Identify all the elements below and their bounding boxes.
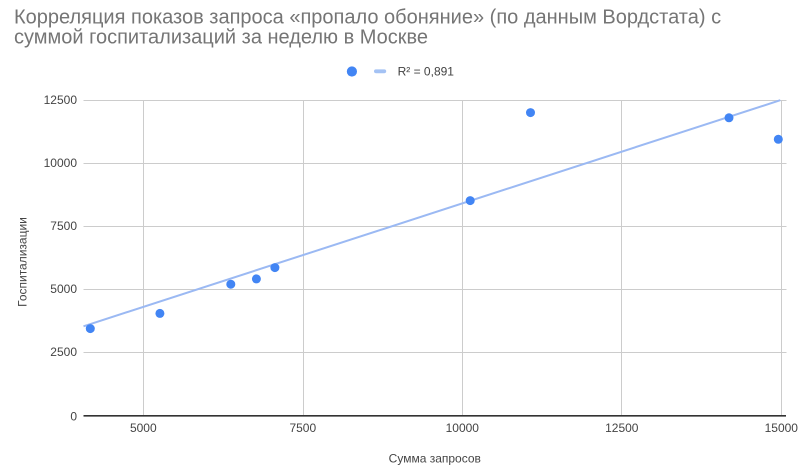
- svg-text:0: 0: [70, 409, 77, 423]
- svg-text:10000: 10000: [44, 156, 78, 170]
- svg-text:10000: 10000: [446, 421, 480, 435]
- svg-text:7500: 7500: [289, 421, 316, 435]
- svg-text:12500: 12500: [605, 421, 639, 435]
- svg-text:Корреляция показов запроса «пр: Корреляция показов запроса «пропало обон…: [14, 6, 721, 28]
- svg-text:Сумма запросов: Сумма запросов: [389, 452, 481, 466]
- svg-text:12500: 12500: [44, 93, 78, 107]
- svg-text:7500: 7500: [50, 219, 77, 233]
- svg-text:R² = 0,891: R² = 0,891: [398, 64, 455, 78]
- svg-text:5000: 5000: [130, 421, 157, 435]
- svg-text:15000: 15000: [765, 421, 799, 435]
- svg-text:суммой госпитализаций за недел: суммой госпитализаций за неделю в Москве: [14, 27, 428, 49]
- svg-text:5000: 5000: [50, 282, 77, 296]
- svg-text:2500: 2500: [50, 345, 77, 359]
- svg-text:Госпитализации: Госпитализации: [16, 217, 30, 307]
